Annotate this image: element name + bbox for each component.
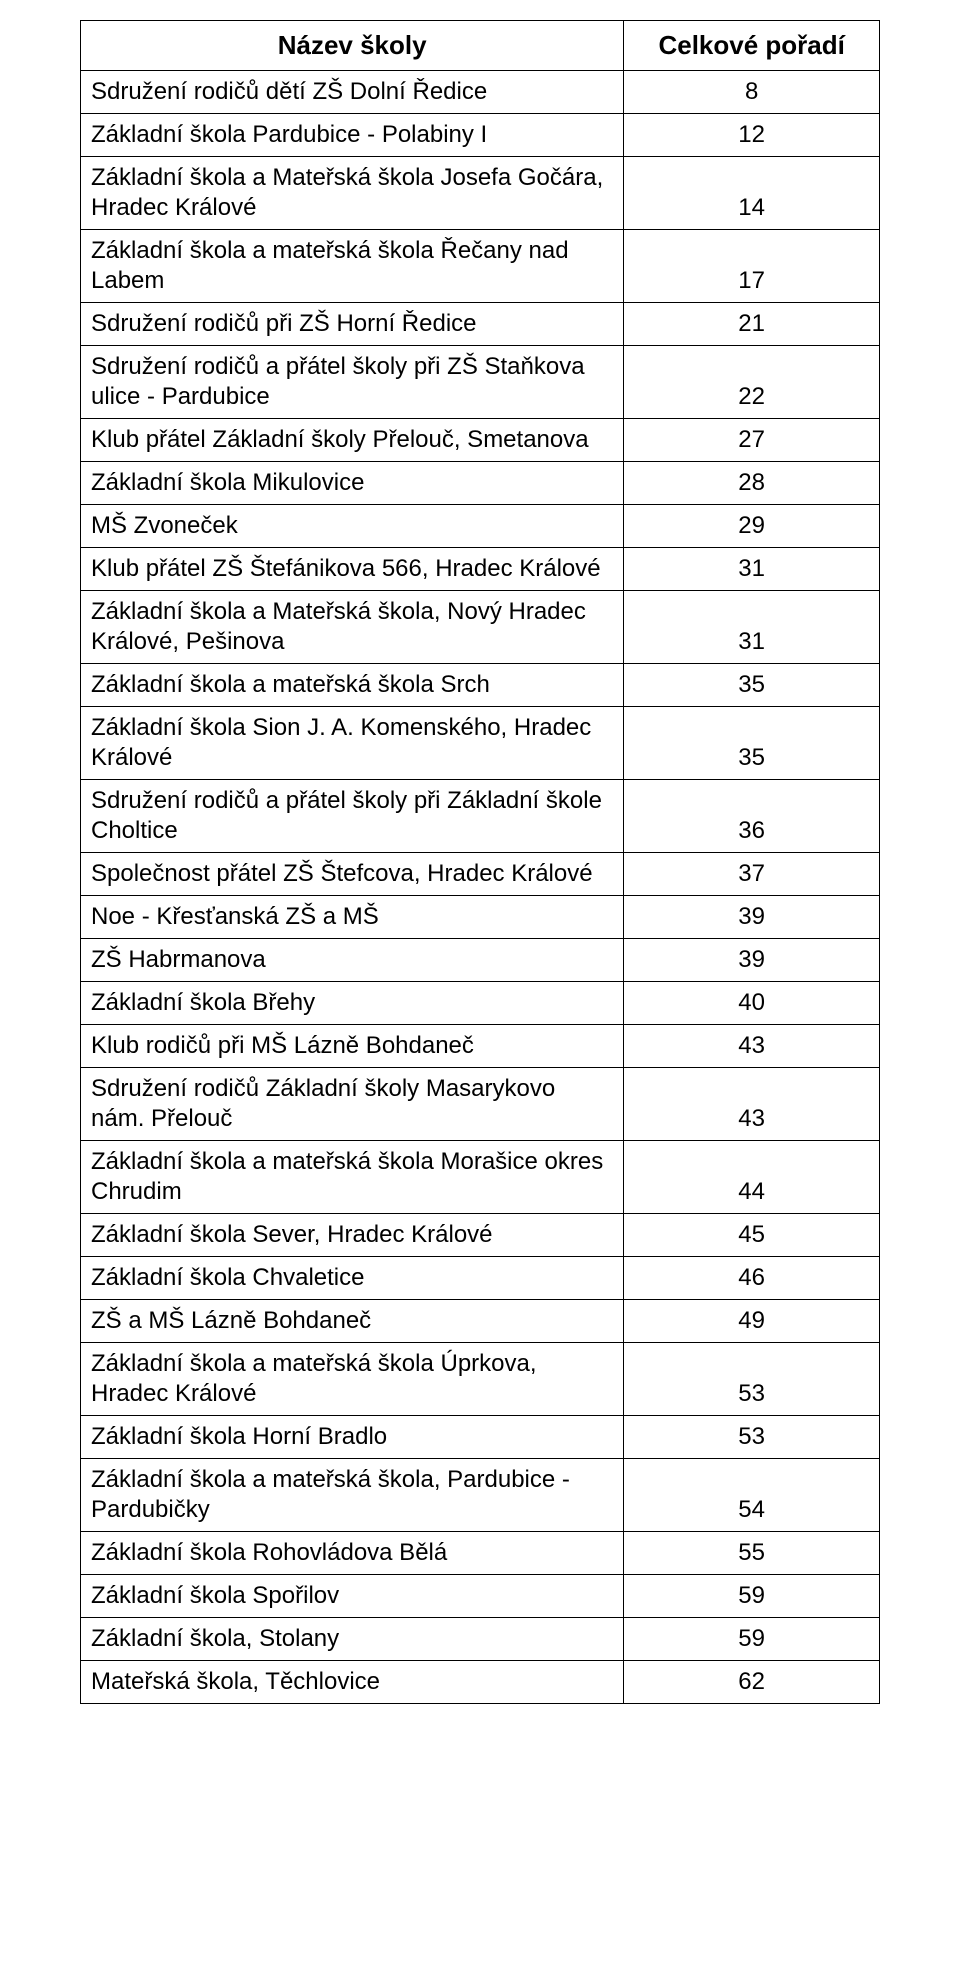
table-row: Klub rodičů při MŠ Lázně Bohdaneč43 — [81, 1024, 880, 1067]
table-row: Základní škola a mateřská škola Řečany n… — [81, 229, 880, 302]
rank-cell: 39 — [624, 895, 880, 938]
page: Název školy Celkové pořadí Sdružení rodi… — [0, 0, 960, 1744]
table-row: Noe - Křesťanská ZŠ a MŠ39 — [81, 895, 880, 938]
table-row: Klub přátel ZŠ Štefánikova 566, Hradec K… — [81, 547, 880, 590]
school-name-cell: Základní škola a Mateřská škola, Nový Hr… — [81, 590, 624, 663]
table-row: Základní škola Rohovládova Bělá55 — [81, 1531, 880, 1574]
school-name-cell: Sdružení rodičů a přátel školy při ZŠ St… — [81, 345, 624, 418]
table-row: Sdružení rodičů Základní školy Masarykov… — [81, 1067, 880, 1140]
school-name-cell: Základní škola Horní Bradlo — [81, 1415, 624, 1458]
rank-cell: 53 — [624, 1415, 880, 1458]
school-name-cell: Základní škola a mateřská škola Morašice… — [81, 1140, 624, 1213]
table-row: Základní škola a mateřská škola Úprkova,… — [81, 1342, 880, 1415]
col-header-rank: Celkové pořadí — [624, 21, 880, 71]
school-name-cell: Sdružení rodičů a přátel školy při Zákla… — [81, 779, 624, 852]
rank-cell: 62 — [624, 1660, 880, 1703]
rank-cell: 55 — [624, 1531, 880, 1574]
school-name-cell: Základní škola a mateřská škola Srch — [81, 663, 624, 706]
table-row: ZŠ Habrmanova39 — [81, 938, 880, 981]
school-name-cell: ZŠ Habrmanova — [81, 938, 624, 981]
rank-cell: 12 — [624, 113, 880, 156]
table-row: Sdružení rodičů dětí ZŠ Dolní Ředice8 — [81, 70, 880, 113]
rank-cell: 53 — [624, 1342, 880, 1415]
school-name-cell: Noe - Křesťanská ZŠ a MŠ — [81, 895, 624, 938]
rank-cell: 59 — [624, 1617, 880, 1660]
table-row: Sdružení rodičů a přátel školy při Zákla… — [81, 779, 880, 852]
table-row: Sdružení rodičů a přátel školy při ZŠ St… — [81, 345, 880, 418]
school-name-cell: Základní škola a mateřská škola Úprkova,… — [81, 1342, 624, 1415]
school-name-cell: Základní škola a Mateřská škola Josefa G… — [81, 156, 624, 229]
table-row: Základní škola Horní Bradlo53 — [81, 1415, 880, 1458]
table-row: Základní škola Spořilov59 — [81, 1574, 880, 1617]
school-name-cell: Základní škola a mateřská škola Řečany n… — [81, 229, 624, 302]
rank-cell: 39 — [624, 938, 880, 981]
school-name-cell: Sdružení rodičů dětí ZŠ Dolní Ředice — [81, 70, 624, 113]
table-row: Základní škola Mikulovice28 — [81, 461, 880, 504]
school-name-cell: Mateřská škola, Těchlovice — [81, 1660, 624, 1703]
school-name-cell: Společnost přátel ZŠ Štefcova, Hradec Kr… — [81, 852, 624, 895]
school-name-cell: Klub přátel Základní školy Přelouč, Smet… — [81, 418, 624, 461]
table-row: Sdružení rodičů při ZŠ Horní Ředice21 — [81, 302, 880, 345]
table-row: Společnost přátel ZŠ Štefcova, Hradec Kr… — [81, 852, 880, 895]
rank-cell: 35 — [624, 663, 880, 706]
table-row: Základní škola Břehy40 — [81, 981, 880, 1024]
school-name-cell: Základní škola Pardubice - Polabiny I — [81, 113, 624, 156]
school-name-cell: Klub přátel ZŠ Štefánikova 566, Hradec K… — [81, 547, 624, 590]
rank-cell: 43 — [624, 1024, 880, 1067]
school-name-cell: Sdružení rodičů Základní školy Masarykov… — [81, 1067, 624, 1140]
school-rank-table: Název školy Celkové pořadí Sdružení rodi… — [80, 20, 880, 1704]
rank-cell: 35 — [624, 706, 880, 779]
table-row: Základní škola a mateřská škola Srch35 — [81, 663, 880, 706]
school-name-cell: Základní škola a mateřská škola, Pardubi… — [81, 1458, 624, 1531]
rank-cell: 28 — [624, 461, 880, 504]
table-row: Základní škola Sion J. A. Komenského, Hr… — [81, 706, 880, 779]
rank-cell: 46 — [624, 1256, 880, 1299]
table-row: Základní škola Pardubice - Polabiny I12 — [81, 113, 880, 156]
rank-cell: 27 — [624, 418, 880, 461]
school-name-cell: Klub rodičů při MŠ Lázně Bohdaneč — [81, 1024, 624, 1067]
school-name-cell: Základní škola Rohovládova Bělá — [81, 1531, 624, 1574]
rank-cell: 37 — [624, 852, 880, 895]
school-name-cell: Základní škola Mikulovice — [81, 461, 624, 504]
rank-cell: 29 — [624, 504, 880, 547]
rank-cell: 54 — [624, 1458, 880, 1531]
rank-cell: 36 — [624, 779, 880, 852]
table-row: Mateřská škola, Těchlovice62 — [81, 1660, 880, 1703]
rank-cell: 17 — [624, 229, 880, 302]
school-name-cell: Základní škola Spořilov — [81, 1574, 624, 1617]
table-row: ZŠ a MŠ Lázně Bohdaneč49 — [81, 1299, 880, 1342]
school-name-cell: Základní škola, Stolany — [81, 1617, 624, 1660]
school-name-cell: Základní škola Sever, Hradec Králové — [81, 1213, 624, 1256]
rank-cell: 14 — [624, 156, 880, 229]
table-row: MŠ Zvoneček29 — [81, 504, 880, 547]
rank-cell: 49 — [624, 1299, 880, 1342]
table-row: Klub přátel Základní školy Přelouč, Smet… — [81, 418, 880, 461]
rank-cell: 31 — [624, 590, 880, 663]
table-row: Základní škola, Stolany59 — [81, 1617, 880, 1660]
rank-cell: 44 — [624, 1140, 880, 1213]
table-row: Základní škola a Mateřská škola, Nový Hr… — [81, 590, 880, 663]
table-row: Základní škola Chvaletice46 — [81, 1256, 880, 1299]
school-name-cell: Základní škola Sion J. A. Komenského, Hr… — [81, 706, 624, 779]
table-row: Základní škola a Mateřská škola Josefa G… — [81, 156, 880, 229]
rank-cell: 31 — [624, 547, 880, 590]
rank-cell: 59 — [624, 1574, 880, 1617]
school-name-cell: Základní škola Chvaletice — [81, 1256, 624, 1299]
col-header-name: Název školy — [81, 21, 624, 71]
school-name-cell: Základní škola Břehy — [81, 981, 624, 1024]
table-header-row: Název školy Celkové pořadí — [81, 21, 880, 71]
school-name-cell: ZŠ a MŠ Lázně Bohdaneč — [81, 1299, 624, 1342]
rank-cell: 8 — [624, 70, 880, 113]
rank-cell: 21 — [624, 302, 880, 345]
rank-cell: 40 — [624, 981, 880, 1024]
rank-cell: 45 — [624, 1213, 880, 1256]
school-name-cell: MŠ Zvoneček — [81, 504, 624, 547]
table-row: Základní škola a mateřská škola, Pardubi… — [81, 1458, 880, 1531]
rank-cell: 22 — [624, 345, 880, 418]
table-row: Základní škola a mateřská škola Morašice… — [81, 1140, 880, 1213]
table-row: Základní škola Sever, Hradec Králové45 — [81, 1213, 880, 1256]
school-name-cell: Sdružení rodičů při ZŠ Horní Ředice — [81, 302, 624, 345]
rank-cell: 43 — [624, 1067, 880, 1140]
